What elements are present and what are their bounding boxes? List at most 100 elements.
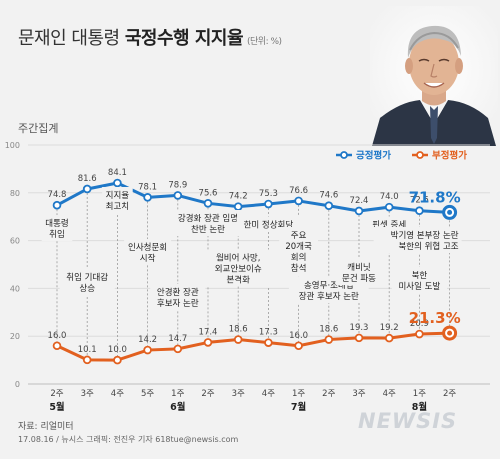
annotation-bg [150, 284, 206, 310]
newsis-logo: NEWSIS [358, 409, 458, 433]
president-portrait [370, 6, 498, 146]
value-label: 74.8 [48, 190, 67, 200]
data-point [415, 206, 424, 216]
legend-label: 긍정평가 [356, 150, 391, 162]
value-label: 75.6 [199, 188, 218, 198]
x-axis: 2주 3주 4주 5주 1주 2주 3주 4주 1주 2주 3주 4주 1주 2주 5월 6월 7월 8월 [49, 389, 456, 413]
value-label: 78.1 [138, 182, 157, 192]
page-title: 문재인 대통령 국정수행 지지율 (단위: %) [18, 24, 282, 50]
x-tick-label: 3주 [352, 389, 365, 399]
data-point [113, 355, 122, 365]
x-tick-label: 3주 [232, 389, 245, 399]
event-annotation: 회의 [291, 252, 307, 263]
x-tick-label: 5주 [141, 389, 154, 399]
y-tick-label: 0 [15, 380, 20, 389]
annotation-bg [168, 210, 248, 236]
value-label: 71.8% [409, 188, 461, 206]
value-label: 10.0 [108, 345, 127, 355]
value-label: 74.6 [319, 191, 338, 201]
value-label: 17.3 [259, 328, 278, 338]
data-point [173, 344, 183, 354]
event-annotation: 문건 파동 [342, 273, 376, 284]
data-point [384, 202, 394, 212]
x-tick-label: 3주 [81, 389, 94, 399]
value-label: 74.0 [380, 192, 399, 202]
title-highlight: 국정수행 지지율 [124, 28, 244, 49]
value-label: 72.5 [410, 196, 429, 206]
value-label: 16.0 [289, 331, 308, 341]
data-point [294, 341, 303, 351]
source-text: 자료: 리얼미터 [18, 422, 74, 432]
series-line-negative [56, 331, 450, 362]
value-label: 81.6 [78, 174, 97, 184]
data-point [233, 335, 243, 344]
x-tick-label: 1주 [171, 389, 184, 399]
data-point [354, 206, 364, 216]
event-annotation: 웜비어 사망, [216, 253, 261, 264]
credit-text: 17.08.16 / 뉴시스 그래픽: 전진우 기자 618tue@newsis… [18, 435, 239, 444]
value-label: 75.3 [259, 189, 278, 199]
value-label: 18.6 [319, 325, 338, 335]
event-annotation: 취임 [49, 229, 65, 240]
x-tick-label: 4주 [111, 389, 124, 399]
event-annotation: 찬반 논란 [191, 224, 225, 235]
month-label: 5월 [49, 401, 64, 413]
event-annotation: 최고치 [106, 201, 129, 212]
annotation-bg [206, 249, 270, 287]
value-label: 17.4 [199, 327, 218, 337]
unit-label: (단위: %) [247, 37, 282, 47]
series-line-positive [56, 181, 450, 214]
y-tick-label: 100 [5, 141, 20, 150]
annotation-bg [124, 239, 172, 265]
legend: 긍정평가 부정평가 [336, 150, 467, 162]
month-label: 7월 [291, 401, 306, 413]
value-label: 16.0 [48, 331, 67, 341]
event-annotation: 박기영 본부장 논란 [391, 230, 459, 241]
data-point-center [447, 209, 453, 215]
value-label: 18.6 [229, 325, 248, 335]
value-label: 76.6 [289, 186, 308, 196]
y-tick-label: 40 [10, 284, 20, 293]
value-label: 84.1 [108, 168, 127, 178]
data-point [82, 355, 92, 365]
value-labels: 74.8 81.6 84.1 78.1 78.9 75.6 74.2 75.3 76.6 74.6… [48, 168, 461, 355]
data-point [324, 335, 334, 344]
event-annotation: 본격화 [226, 275, 250, 286]
annotation-bg [102, 187, 133, 213]
event-annotation: 한미 정상회담 [244, 220, 294, 231]
event-annotation: 북한 [412, 271, 428, 281]
month-label: 8월 [412, 401, 427, 413]
month-label: 6월 [170, 401, 185, 413]
event-annotation: 핀셋 증세 [372, 221, 406, 231]
data-point [203, 199, 213, 208]
data-point [415, 329, 424, 339]
data-point [294, 196, 303, 206]
y-tick-label: 80 [10, 189, 20, 198]
value-label: 19.3 [350, 323, 369, 333]
annotation-bg [373, 227, 462, 253]
event-annotation: 대통령 [45, 218, 68, 229]
data-point [384, 333, 394, 343]
data-point [52, 200, 62, 210]
value-label: 21.3% [409, 309, 461, 327]
data-point [324, 201, 334, 211]
event-annotation: 외교안보이슈 [215, 264, 262, 275]
data-point-center [447, 330, 453, 336]
annotation-bg [41, 215, 73, 241]
value-label: 74.2 [229, 192, 248, 202]
y-tick-label: 20 [10, 332, 20, 341]
event-annotation: 북한의 위협 고조 [398, 241, 458, 252]
event-annotation: 안경환 장관 [157, 287, 199, 298]
value-label: 10.1 [78, 345, 97, 355]
x-tick-label: 2주 [322, 389, 335, 399]
data-point [264, 338, 273, 347]
event-annotation: 20개국 [285, 241, 312, 252]
value-label: 14.7 [168, 334, 187, 344]
event-annotation: 취임 기대감 [66, 272, 108, 283]
data-point [113, 178, 122, 188]
event-annotation: 인사청문회 [128, 242, 167, 253]
data-point [203, 338, 213, 347]
event-annotation: 상승 [79, 283, 95, 294]
event-annotation: 송영무·조대엽 [304, 280, 354, 291]
